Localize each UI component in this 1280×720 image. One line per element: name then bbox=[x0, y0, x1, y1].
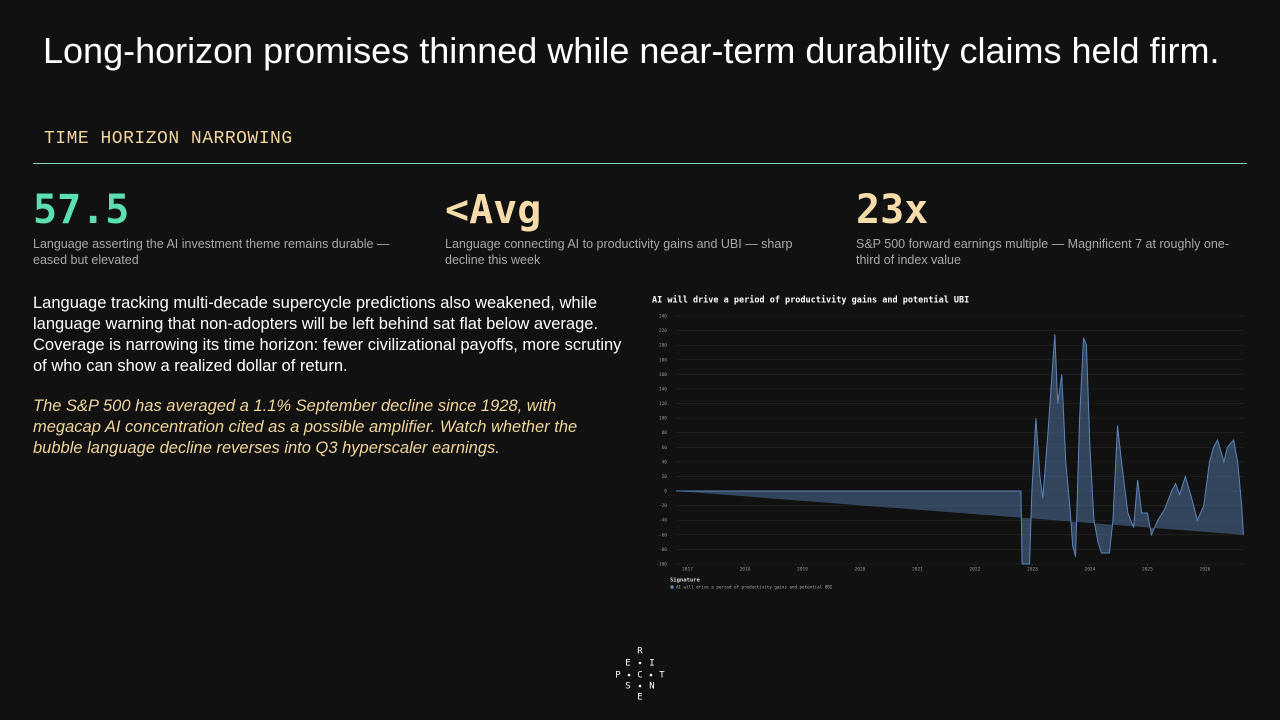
logo-dot bbox=[627, 673, 631, 677]
divider bbox=[33, 163, 1247, 164]
x-tick-label: 2026 bbox=[1199, 567, 1210, 573]
y-tick-label: 120 bbox=[659, 401, 667, 407]
legend-swatch bbox=[670, 585, 674, 589]
x-tick-label: 2024 bbox=[1085, 567, 1096, 573]
logo-letter: E bbox=[637, 693, 642, 703]
y-tick-label: 200 bbox=[659, 343, 667, 349]
x-tick-label: 2017 bbox=[682, 567, 693, 573]
logo-dot bbox=[638, 661, 642, 665]
y-tick-label: -100 bbox=[656, 562, 667, 568]
stat-description: Language connecting AI to productivity g… bbox=[445, 237, 793, 267]
logo-letter: S bbox=[625, 682, 630, 692]
stat: 57.5 Language asserting the AI investmen… bbox=[33, 186, 423, 268]
x-tick-label: 2018 bbox=[740, 567, 751, 573]
y-tick-label: -40 bbox=[659, 518, 667, 524]
logo-letter: C bbox=[637, 671, 642, 681]
logo-letter: P bbox=[615, 671, 621, 681]
y-tick-label: 20 bbox=[662, 474, 668, 480]
body-paragraph: Language tracking multi-decade supercycl… bbox=[33, 294, 622, 375]
chart-title: AI will drive a period of productivity g… bbox=[652, 295, 969, 306]
slide-subtitle: TIME HORIZON NARROWING bbox=[44, 129, 293, 149]
body-note: The S&P 500 has averaged a 1.1% Septembe… bbox=[33, 397, 578, 457]
logo-letter: N bbox=[649, 682, 654, 692]
slide-title: Long-horizon promises thinned while near… bbox=[43, 30, 1220, 71]
stat: <Avg Language connecting AI to productiv… bbox=[445, 186, 835, 268]
y-tick-label: 140 bbox=[659, 386, 667, 392]
y-tick-label: 40 bbox=[662, 459, 668, 465]
logo-letter: E bbox=[625, 659, 630, 669]
logo-letter: I bbox=[649, 659, 654, 669]
y-tick-label: 180 bbox=[659, 357, 667, 363]
logo-dot bbox=[638, 684, 642, 688]
y-tick-label: 100 bbox=[659, 416, 667, 422]
logo-letter: R bbox=[637, 647, 643, 657]
legend-label: AI will drive a period of productivity g… bbox=[676, 585, 833, 590]
stat-value: <Avg bbox=[445, 187, 542, 233]
logo-letter: T bbox=[659, 671, 665, 681]
legend-title: Signature bbox=[670, 578, 700, 584]
stat-value: 23x bbox=[856, 187, 929, 233]
y-tick-label: 80 bbox=[662, 430, 668, 436]
y-tick-label: 60 bbox=[662, 445, 668, 451]
stat-description: S&P 500 forward earnings multiple — Magn… bbox=[856, 237, 1229, 267]
x-tick-label: 2020 bbox=[855, 567, 866, 573]
y-tick-label: 240 bbox=[659, 314, 667, 320]
stat-value: 57.5 bbox=[33, 187, 130, 233]
stat: 23x S&P 500 forward earnings multiple — … bbox=[856, 186, 1246, 268]
y-tick-label: 0 bbox=[664, 489, 667, 495]
y-tick-label: 220 bbox=[659, 328, 667, 334]
x-tick-label: 2023 bbox=[1027, 567, 1038, 573]
x-tick-label: 2025 bbox=[1142, 567, 1153, 573]
stat-description: Language asserting the AI investment the… bbox=[33, 237, 390, 267]
logo-dot bbox=[649, 673, 653, 677]
x-tick-label: 2019 bbox=[797, 567, 808, 573]
area bbox=[676, 334, 1244, 565]
y-tick-label: 160 bbox=[659, 372, 667, 378]
x-tick-label: 2022 bbox=[970, 567, 981, 573]
y-tick-label: -80 bbox=[659, 547, 667, 553]
x-tick-label: 2021 bbox=[912, 567, 923, 573]
y-tick-label: -60 bbox=[659, 532, 667, 538]
y-tick-label: -20 bbox=[659, 503, 667, 509]
